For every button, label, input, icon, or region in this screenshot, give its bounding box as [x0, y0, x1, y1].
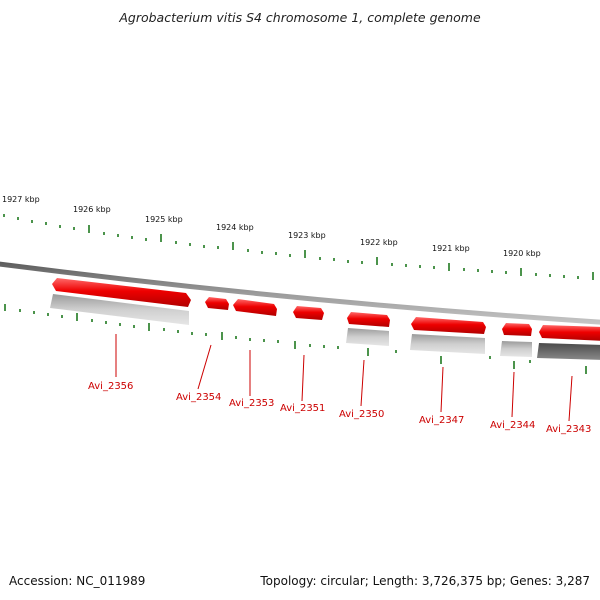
reverse-strand-genes — [50, 294, 600, 360]
gene-label[interactable]: Avi_2347 — [419, 415, 464, 426]
gene-feature-reverse[interactable] — [50, 294, 189, 325]
scale-label: 1920 kbp — [503, 249, 541, 258]
gene-label[interactable]: Avi_2356 — [88, 381, 133, 392]
gene-feature-avi-2344[interactable] — [502, 323, 532, 336]
gene-feature-avi-2350[interactable] — [347, 312, 390, 327]
gene-feature-avi-2351[interactable] — [293, 306, 324, 320]
map-title: Agrobacterium vitis S4 chromosome 1, com… — [119, 10, 481, 25]
scale-label: 1921 kbp — [432, 244, 470, 253]
gene-label[interactable]: Avi_2344 — [490, 420, 535, 431]
inner-scale-ticks — [4, 304, 587, 374]
scale-label: 1924 kbp — [216, 223, 254, 232]
scale-label: 1922 kbp — [360, 238, 398, 247]
gene-label[interactable]: Avi_2350 — [339, 409, 384, 420]
accession-text: Accession: NC_011989 — [9, 574, 146, 588]
scale-label: 1926 kbp — [73, 205, 111, 214]
scale-label: 1927 kbp — [2, 195, 40, 204]
genome-summary-text: Topology: circular; Length: 3,726,375 bp… — [260, 574, 590, 588]
gene-leader-lines — [115, 334, 573, 422]
gene-label[interactable]: Avi_2354 — [176, 392, 221, 403]
gene-feature-avi-2343[interactable] — [539, 325, 600, 341]
gene-feature-avi-2354[interactable] — [205, 297, 229, 310]
scale-label: 1925 kbp — [145, 215, 183, 224]
gene-feature-reverse[interactable] — [500, 341, 532, 357]
chromosome-backbone — [0, 261, 600, 325]
gene-feature-avi-2347[interactable] — [411, 317, 486, 334]
gene-feature-reverse[interactable] — [410, 334, 485, 354]
gene-feature-reverse[interactable] — [346, 328, 389, 346]
gene-feature-avi-2353[interactable] — [233, 299, 277, 316]
gene-labels: Avi_2356 Avi_2354 Avi_2353 Avi_2351 Avi_… — [88, 381, 591, 435]
scale-labels: 1927 kbp 1926 kbp 1925 kbp 1924 kbp 1923… — [2, 195, 541, 258]
gene-label[interactable]: Avi_2343 — [546, 424, 591, 435]
gene-feature-avi-2356[interactable] — [52, 278, 191, 307]
forward-strand-genes — [52, 278, 600, 341]
gene-feature-reverse[interactable] — [537, 343, 600, 360]
gene-label[interactable]: Avi_2353 — [229, 398, 274, 409]
scale-label: 1923 kbp — [288, 231, 326, 240]
outer-scale-ticks — [3, 214, 594, 280]
gene-label[interactable]: Avi_2351 — [280, 403, 325, 414]
